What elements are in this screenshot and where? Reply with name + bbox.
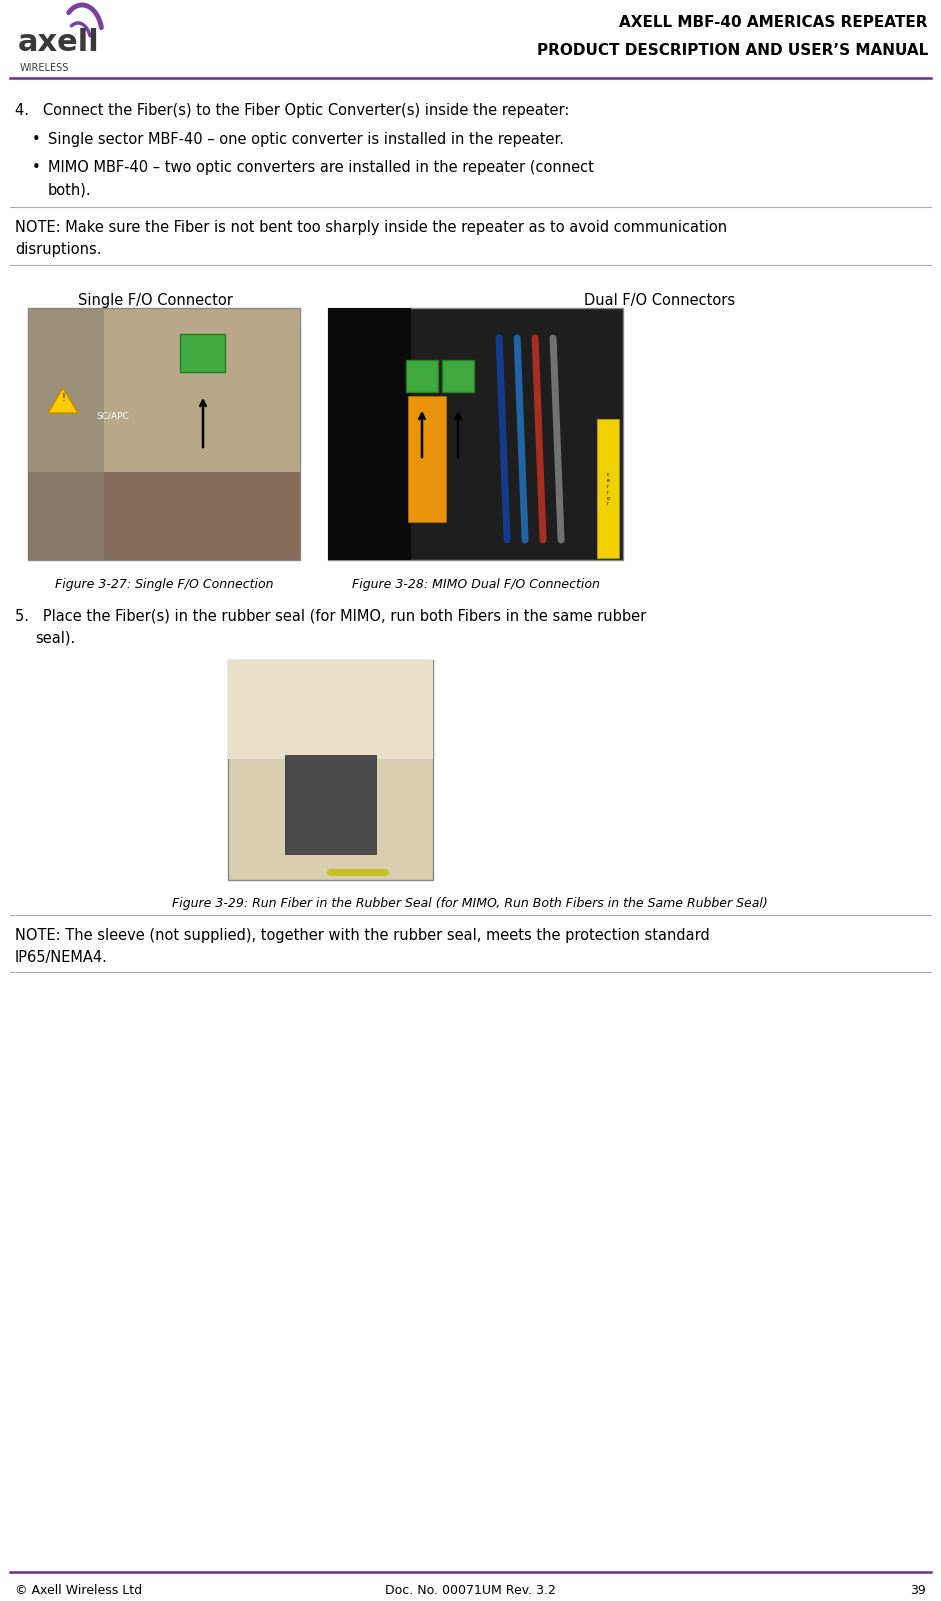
Bar xyxy=(328,307,623,560)
Bar xyxy=(406,360,438,392)
Polygon shape xyxy=(48,387,78,413)
Text: NOTE: The sleeve (not supplied), together with the rubber seal, meets the protec: NOTE: The sleeve (not supplied), togethe… xyxy=(15,929,710,943)
Text: •: • xyxy=(32,160,40,175)
Text: both).: both). xyxy=(48,183,91,197)
Text: Figure 3-29: Run Fiber in the Rubber Seal (for MIMO, Run Both Fibers in the Same: Figure 3-29: Run Fiber in the Rubber Sea… xyxy=(172,897,768,909)
Text: AXELL MBF-40 AMERICAS REPEATER: AXELL MBF-40 AMERICAS REPEATER xyxy=(619,14,928,29)
Text: •: • xyxy=(32,131,40,147)
Bar xyxy=(28,307,300,560)
Bar xyxy=(28,472,300,560)
Bar xyxy=(180,335,225,371)
Text: NOTE: Make sure the Fiber is not bent too sharply inside the repeater as to avoi: NOTE: Make sure the Fiber is not bent to… xyxy=(15,219,727,235)
Text: IP65/NEMA4.: IP65/NEMA4. xyxy=(15,949,108,965)
Text: WIRELESS: WIRELESS xyxy=(20,62,70,74)
Text: c
e
r
r
o
r: c e r r o r xyxy=(607,472,610,506)
Bar xyxy=(28,307,104,560)
Bar xyxy=(228,660,433,759)
Text: © Axell Wireless Ltd: © Axell Wireless Ltd xyxy=(15,1583,142,1596)
Text: Single sector MBF-40 – one optic converter is installed in the repeater.: Single sector MBF-40 – one optic convert… xyxy=(48,131,564,147)
Text: !: ! xyxy=(61,392,65,403)
Text: Single F/O Connector: Single F/O Connector xyxy=(77,293,232,307)
Text: Doc. No. 00071UM Rev. 3.2: Doc. No. 00071UM Rev. 3.2 xyxy=(385,1583,555,1596)
Bar xyxy=(328,307,410,560)
Bar xyxy=(597,419,619,559)
Text: Figure 3-27: Single F/O Connection: Figure 3-27: Single F/O Connection xyxy=(55,578,273,591)
Bar xyxy=(285,754,375,853)
Text: axell: axell xyxy=(18,27,100,56)
Bar xyxy=(442,360,474,392)
Bar xyxy=(407,395,446,522)
Text: MIMO MBF-40 – two optic converters are installed in the repeater (connect: MIMO MBF-40 – two optic converters are i… xyxy=(48,160,594,175)
Text: seal).: seal). xyxy=(35,631,75,645)
Text: 5.   Place the Fiber(s) in the rubber seal (for MIMO, run both Fibers in the sam: 5. Place the Fiber(s) in the rubber seal… xyxy=(15,608,646,623)
Bar xyxy=(228,660,433,881)
Text: SC/APC: SC/APC xyxy=(96,411,129,419)
Text: Figure 3-28: MIMO Dual F/O Connection: Figure 3-28: MIMO Dual F/O Connection xyxy=(352,578,600,591)
Text: 39: 39 xyxy=(910,1583,926,1596)
Text: Dual F/O Connectors: Dual F/O Connectors xyxy=(584,293,736,307)
Text: PRODUCT DESCRIPTION AND USER’S MANUAL: PRODUCT DESCRIPTION AND USER’S MANUAL xyxy=(536,43,928,58)
Text: 4.   Connect the Fiber(s) to the Fiber Optic Converter(s) inside the repeater:: 4. Connect the Fiber(s) to the Fiber Opt… xyxy=(15,102,569,118)
Text: disruptions.: disruptions. xyxy=(15,242,102,258)
